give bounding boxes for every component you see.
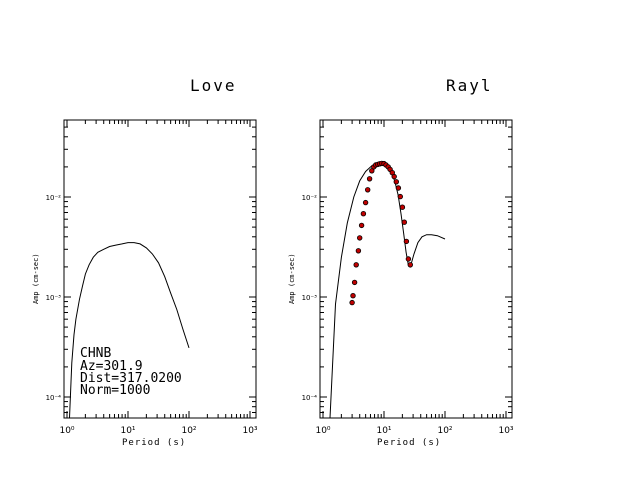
distance-label: Dist=317.0200	[80, 371, 182, 386]
rayl-data-point	[391, 173, 397, 180]
rayl-data-point	[397, 193, 403, 200]
love-frame	[63, 119, 257, 419]
rayl-data-point	[407, 262, 413, 268]
love-y-tick-label: 10⁻²	[46, 194, 62, 202]
rayl-x-axis-label: Period (s)	[377, 438, 442, 448]
rayl-x-tick-label: 10³	[498, 426, 513, 436]
love-title: Love	[190, 76, 237, 95]
rayl-data-point	[360, 210, 367, 217]
rayl-y-axis-label: Amp (cm-sec)	[288, 253, 296, 304]
rayl-x-tick-label: 10²	[437, 426, 452, 436]
rayl-data-point	[355, 248, 362, 254]
rayl-data-point	[357, 235, 363, 241]
rayl-series-line	[323, 162, 446, 419]
rayl-data-point	[349, 299, 355, 306]
rayl-data-point	[393, 179, 399, 185]
rayl-data-point	[401, 219, 407, 225]
rayl-data-point	[351, 279, 358, 286]
rayl-data-point	[365, 187, 371, 193]
rayl-frame	[319, 119, 513, 419]
station-label: CHNB	[80, 346, 112, 361]
rayl-y-tick-label: 10⁻³	[302, 294, 318, 302]
rayl-x-tick-label: 10⁰	[315, 426, 330, 436]
rayl-data-point	[358, 222, 365, 229]
love-x-tick-label: 10²	[181, 426, 196, 436]
love-x-axis-label: Period (s)	[122, 438, 187, 448]
rayl-data-point	[395, 185, 402, 191]
love-x-tick-label: 10³	[242, 426, 257, 436]
love-x-tick-label: 10⁰	[59, 426, 74, 436]
love-series-line	[67, 242, 190, 419]
rayl-data-point	[405, 256, 412, 262]
azimuth-label: Az=301.9	[80, 359, 143, 374]
norm-label: Norm=1000	[80, 383, 151, 398]
rayl-data-point	[399, 204, 406, 210]
rayl-y-tick-label: 10⁻⁴	[302, 394, 318, 402]
love-y-axis-label: Amp (cm-sec)	[32, 253, 40, 304]
rayl-data-point	[350, 293, 356, 299]
rayl-y-tick-label: 10⁻²	[302, 194, 318, 202]
rayl-x-tick-label: 10¹	[376, 426, 391, 436]
rayl-data-point	[403, 238, 410, 245]
rayl-data-point	[366, 176, 373, 182]
love-y-tick-label: 10⁻³	[46, 294, 62, 302]
rayl-data-point	[353, 262, 359, 268]
love-y-tick-label: 10⁻⁴	[46, 394, 62, 402]
rayl-title: Rayl	[446, 76, 493, 95]
love-x-tick-label: 10¹	[120, 426, 135, 436]
rayl-data-point	[362, 199, 369, 206]
